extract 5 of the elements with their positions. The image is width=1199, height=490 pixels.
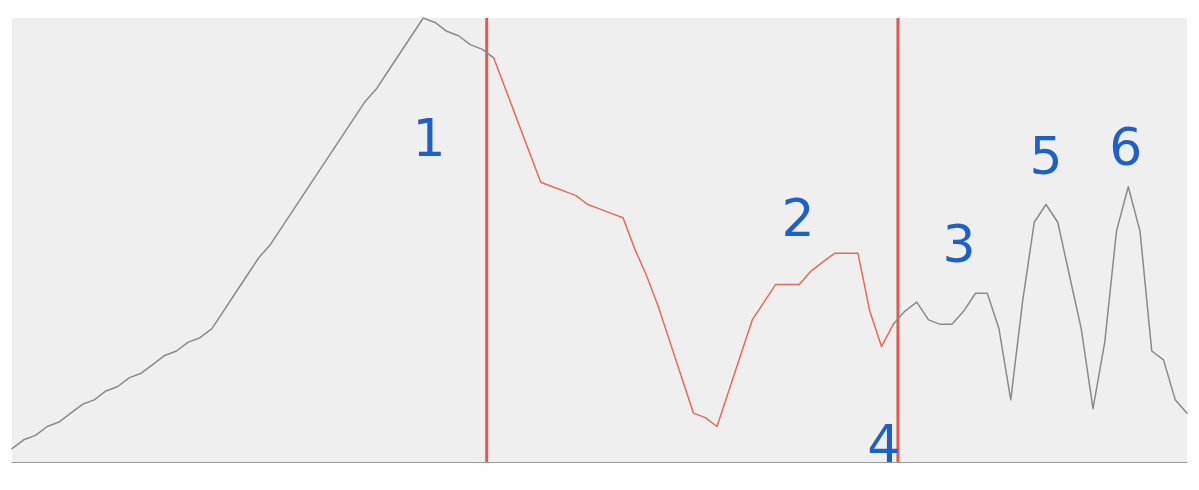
annotation: 2 — [781, 187, 815, 248]
annotation: 5 — [1029, 125, 1063, 186]
annotation: 1 — [412, 107, 446, 168]
annotation: 3 — [942, 214, 976, 275]
annotation: 6 — [1109, 116, 1143, 177]
